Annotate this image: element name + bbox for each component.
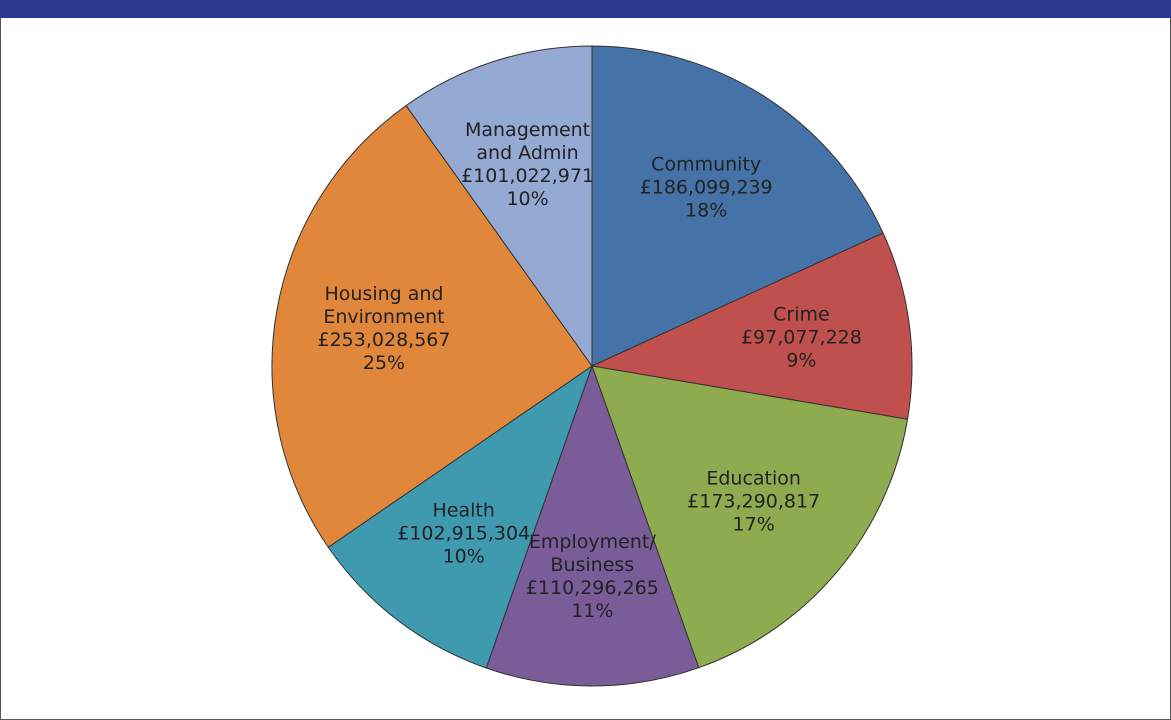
percent-label: 25% bbox=[362, 352, 406, 375]
pie-slice bbox=[485, 364, 700, 687]
category-label: Employment/ Business bbox=[528, 531, 656, 577]
pie-slice bbox=[591, 365, 909, 669]
pie-slice bbox=[591, 45, 884, 367]
value-label: £173,290,817 bbox=[687, 490, 821, 513]
value-label: £186,099,239 bbox=[639, 176, 773, 199]
percent-label: 11% bbox=[571, 600, 614, 623]
category-label: Crime bbox=[773, 303, 830, 326]
category-label: Community bbox=[651, 153, 762, 176]
category-label: Health bbox=[432, 499, 495, 522]
slice-label: Education £173,290,817 17% bbox=[687, 467, 820, 536]
slice-label: Crime £97,077,228 9% bbox=[741, 304, 862, 373]
value-label: £253,028,567 bbox=[317, 329, 451, 352]
value-label: £97,077,228 bbox=[740, 326, 862, 349]
slice-label: Management and Admin £101,022,971 10% bbox=[461, 119, 594, 211]
value-label: £101,022,971 bbox=[461, 164, 595, 187]
percent-label: 18% bbox=[685, 199, 728, 222]
pie-slice bbox=[405, 45, 593, 368]
top-bar bbox=[0, 0, 1171, 18]
category-label: Management and Admin bbox=[464, 118, 591, 164]
category-label: Education bbox=[706, 467, 801, 490]
slice-label: Health £102,915,304 10% bbox=[397, 499, 530, 568]
pie-slice bbox=[590, 232, 913, 420]
slice-label: Employment/ Business £110,296,265 11% bbox=[526, 531, 659, 623]
value-label: £102,915,304 bbox=[397, 522, 531, 545]
pie-slice bbox=[271, 104, 593, 548]
slice-label: Community £186,099,239 18% bbox=[640, 154, 773, 223]
percent-label: 10% bbox=[442, 545, 485, 568]
percent-label: 9% bbox=[786, 349, 817, 372]
slice-label: Housing and Environment £253,028,567 25% bbox=[318, 283, 451, 375]
value-label: £110,296,265 bbox=[525, 577, 659, 600]
pie-slice bbox=[327, 364, 593, 669]
category-label: Housing and Environment bbox=[323, 283, 445, 329]
percent-label: 10% bbox=[506, 187, 549, 210]
percent-label: 17% bbox=[732, 513, 775, 536]
